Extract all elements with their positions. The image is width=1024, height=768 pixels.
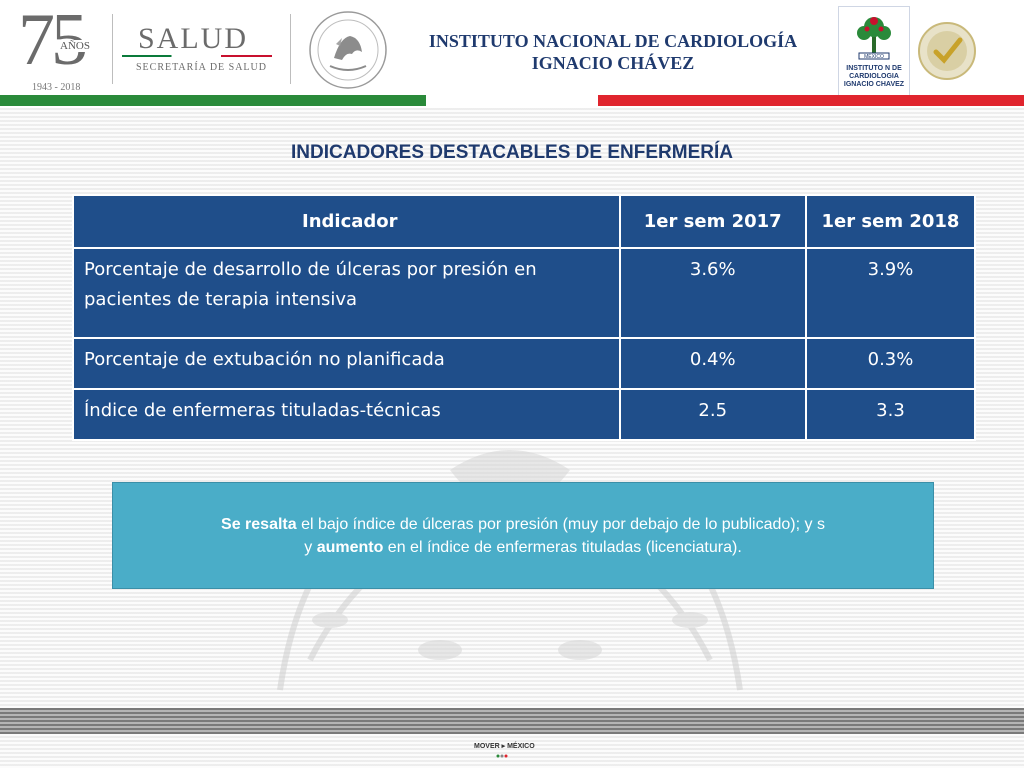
salud-subtitle: SECRETARÍA DE SALUD (136, 62, 267, 73)
footer-logo-text: MOVER ▸ MÉXICO (474, 743, 535, 750)
header: 75 AÑOS 1943 - 2018 SALUD SECRETARÍA DE … (0, 0, 1024, 108)
mover-mexico-logo: MOVER ▸ MÉXICO (474, 742, 544, 760)
anniversary-logo: 75 AÑOS 1943 - 2018 (18, 0, 108, 93)
note-text: y (304, 539, 317, 556)
table-row: Porcentaje de desarrollo de úlceras por … (72, 247, 977, 339)
note-line-2: y aumento en el índice de enfermeras tit… (113, 536, 933, 559)
indicator-cell: Índice de enfermeras tituladas-técnicas (72, 388, 621, 441)
indicator-cell: Porcentaje de extubación no planificada (72, 337, 621, 390)
value-2017-cell: 3.6% (618, 247, 807, 339)
flag-bar-red (598, 95, 1024, 106)
mover-mexico-dots-icon (496, 754, 508, 758)
page-title: INDICADORES DESTACABLES DE ENFERMERÍA (291, 142, 733, 163)
column-header-2018: 1er sem 2018 (804, 194, 977, 249)
note-text: en el índice de enfermeras tituladas (li… (383, 539, 742, 556)
table-header-row: Indicador 1er sem 2017 1er sem 2018 (72, 194, 977, 249)
header-divider (112, 14, 113, 84)
institute-logo-text: INSTITUTO N DE CARDIOLOGIA IGNACIO CHAVE… (843, 65, 905, 88)
mexico-seal-icon (309, 11, 387, 89)
institute-title-line1: INSTITUTO NACIONAL DE CARDIOLOGÍA (428, 31, 798, 51)
note-line-1: Se resalta el bajo índice de úlceras por… (113, 513, 933, 536)
anniversary-word: AÑOS (58, 40, 92, 52)
value-2018-cell: 3.9% (804, 247, 977, 339)
note-bold-text: aumento (316, 539, 384, 556)
note-bold-text: Se resalta (221, 516, 297, 533)
flag-bar-green (0, 95, 426, 106)
tree-icon: MÉXICO (857, 17, 891, 60)
indicator-cell: Porcentaje de desarrollo de úlceras por … (72, 247, 621, 339)
value-2018-cell: 3.3 (804, 388, 977, 441)
indicators-table: Indicador 1er sem 2017 1er sem 2018 Porc… (72, 194, 977, 441)
institute-title-line2: IGNACIO CHÁVEZ (531, 53, 695, 73)
column-header-2017: 1er sem 2017 (618, 194, 807, 249)
header-divider (290, 14, 291, 84)
salud-title: SALUD (138, 22, 249, 55)
highlight-note: Se resalta el bajo índice de úlceras por… (112, 482, 934, 589)
institute-logo: MÉXICO INSTITUTO N DE CARDIOLOGIA IGNACI… (838, 6, 910, 96)
anniversary-years: 1943 - 2018 (32, 82, 81, 93)
certification-badge-icon (918, 22, 976, 80)
value-2017-cell: 2.5 (618, 388, 807, 441)
value-2017-cell: 0.4% (618, 337, 807, 390)
salud-flag-line (122, 55, 272, 57)
institute-title: INSTITUTO NACIONAL DE CARDIOLOGÍA IGNACI… (392, 30, 834, 74)
column-header-indicator: Indicador (72, 194, 621, 249)
table-row: Porcentaje de extubación no planificada … (72, 337, 977, 390)
value-2018-cell: 0.3% (804, 337, 977, 390)
note-text: el bajo índice de úlceras por presión (m… (296, 516, 825, 533)
table-row: Índice de enfermeras tituladas-técnicas … (72, 388, 977, 441)
institute-logo-country: MÉXICO (864, 53, 884, 60)
footer-stripe (0, 708, 1024, 734)
